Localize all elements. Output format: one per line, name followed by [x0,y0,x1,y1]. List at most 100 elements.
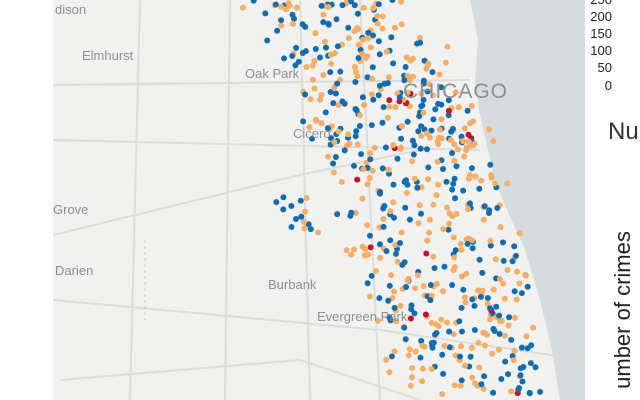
crime-point [335,102,342,108]
crime-point [496,331,503,337]
crime-point [354,176,361,183]
crime-point [368,91,375,98]
crime-point [463,270,470,277]
crime-point [401,324,408,331]
crime-point [358,151,365,158]
crime-point [370,5,377,12]
crime-point [392,24,398,31]
crime-point [392,242,399,248]
crime-point [394,258,401,265]
axis-label: umber of crimes [610,231,635,389]
crime-point [524,345,531,352]
crime-point [309,76,316,83]
crime-point [409,374,415,381]
crime-point [382,144,389,151]
crime-point [299,50,306,56]
crime-point [476,185,483,192]
crime-point [409,158,416,165]
crime-point [427,297,434,304]
crime-point [508,336,515,343]
crime-point [475,287,481,294]
crime-point [300,118,307,125]
crime-point [418,90,425,97]
crime-point [355,26,362,33]
crime-point [334,211,341,218]
crime-point [440,288,446,295]
crime-point [315,229,322,236]
crime-point [424,237,431,244]
crime-point [375,1,382,8]
crime-point [490,286,497,293]
crime-point [388,353,395,360]
crime-point [526,390,533,397]
crime-point [418,103,425,110]
crime-point [487,161,494,168]
crime-point [419,342,426,349]
crime-point [427,134,433,141]
crime-point [367,232,373,239]
crime-point [379,119,386,126]
crime-point [438,116,445,123]
crime-point [338,178,345,185]
crime-point [390,142,397,149]
crime-point [318,2,325,9]
crime-point [451,175,458,182]
crime-point [293,44,300,51]
crime-point [398,135,405,142]
crime-point [475,339,482,346]
crime-point [446,220,452,227]
crime-point [376,51,383,58]
crime-point [341,147,348,154]
crime-point [325,20,332,27]
crime-point [353,69,359,76]
crime-point [359,51,366,58]
colorbar-tick: 150 [590,26,612,41]
crime-point [452,195,458,202]
crime-point [471,302,478,309]
crime-point [385,297,392,304]
crime-point [365,29,372,36]
crime-point [397,240,403,246]
crime-point [500,280,507,287]
crime-point [324,125,331,132]
crime-point [461,153,468,160]
crime-point [500,239,506,246]
crime-point [364,181,371,188]
crime-point [379,13,386,20]
crime-point [309,135,315,142]
crime-point [416,113,423,120]
crime-point [444,204,451,211]
crime-point [411,310,418,317]
crime-point [463,147,470,154]
crime-point [489,350,496,357]
crime-point [532,364,539,371]
crime-point [339,98,346,105]
crime-point [464,240,471,247]
crime-point [393,318,400,325]
crime-point [328,135,334,142]
crime-point [311,58,318,64]
crime-point [424,62,431,69]
place-label: Cicero [293,126,331,141]
crime-point [458,343,464,350]
crime-point [445,97,452,104]
crime-point [446,210,453,217]
crime-point [484,300,491,307]
crime-point [376,241,383,248]
crime-point [333,16,340,23]
crime-point [305,221,312,228]
crime-point [307,226,314,233]
crime-point [334,43,341,50]
crime-point [511,288,518,295]
crime-point [351,162,357,169]
crime-point [417,39,424,46]
crime-point [293,4,300,11]
crime-point [402,64,409,70]
crime-point [487,316,493,323]
crime-point [273,199,280,206]
crime-point [404,181,411,188]
crime-point [458,246,465,253]
crime-point [374,13,381,20]
crime-point [495,346,502,353]
place-label: Oak Park [245,66,300,81]
